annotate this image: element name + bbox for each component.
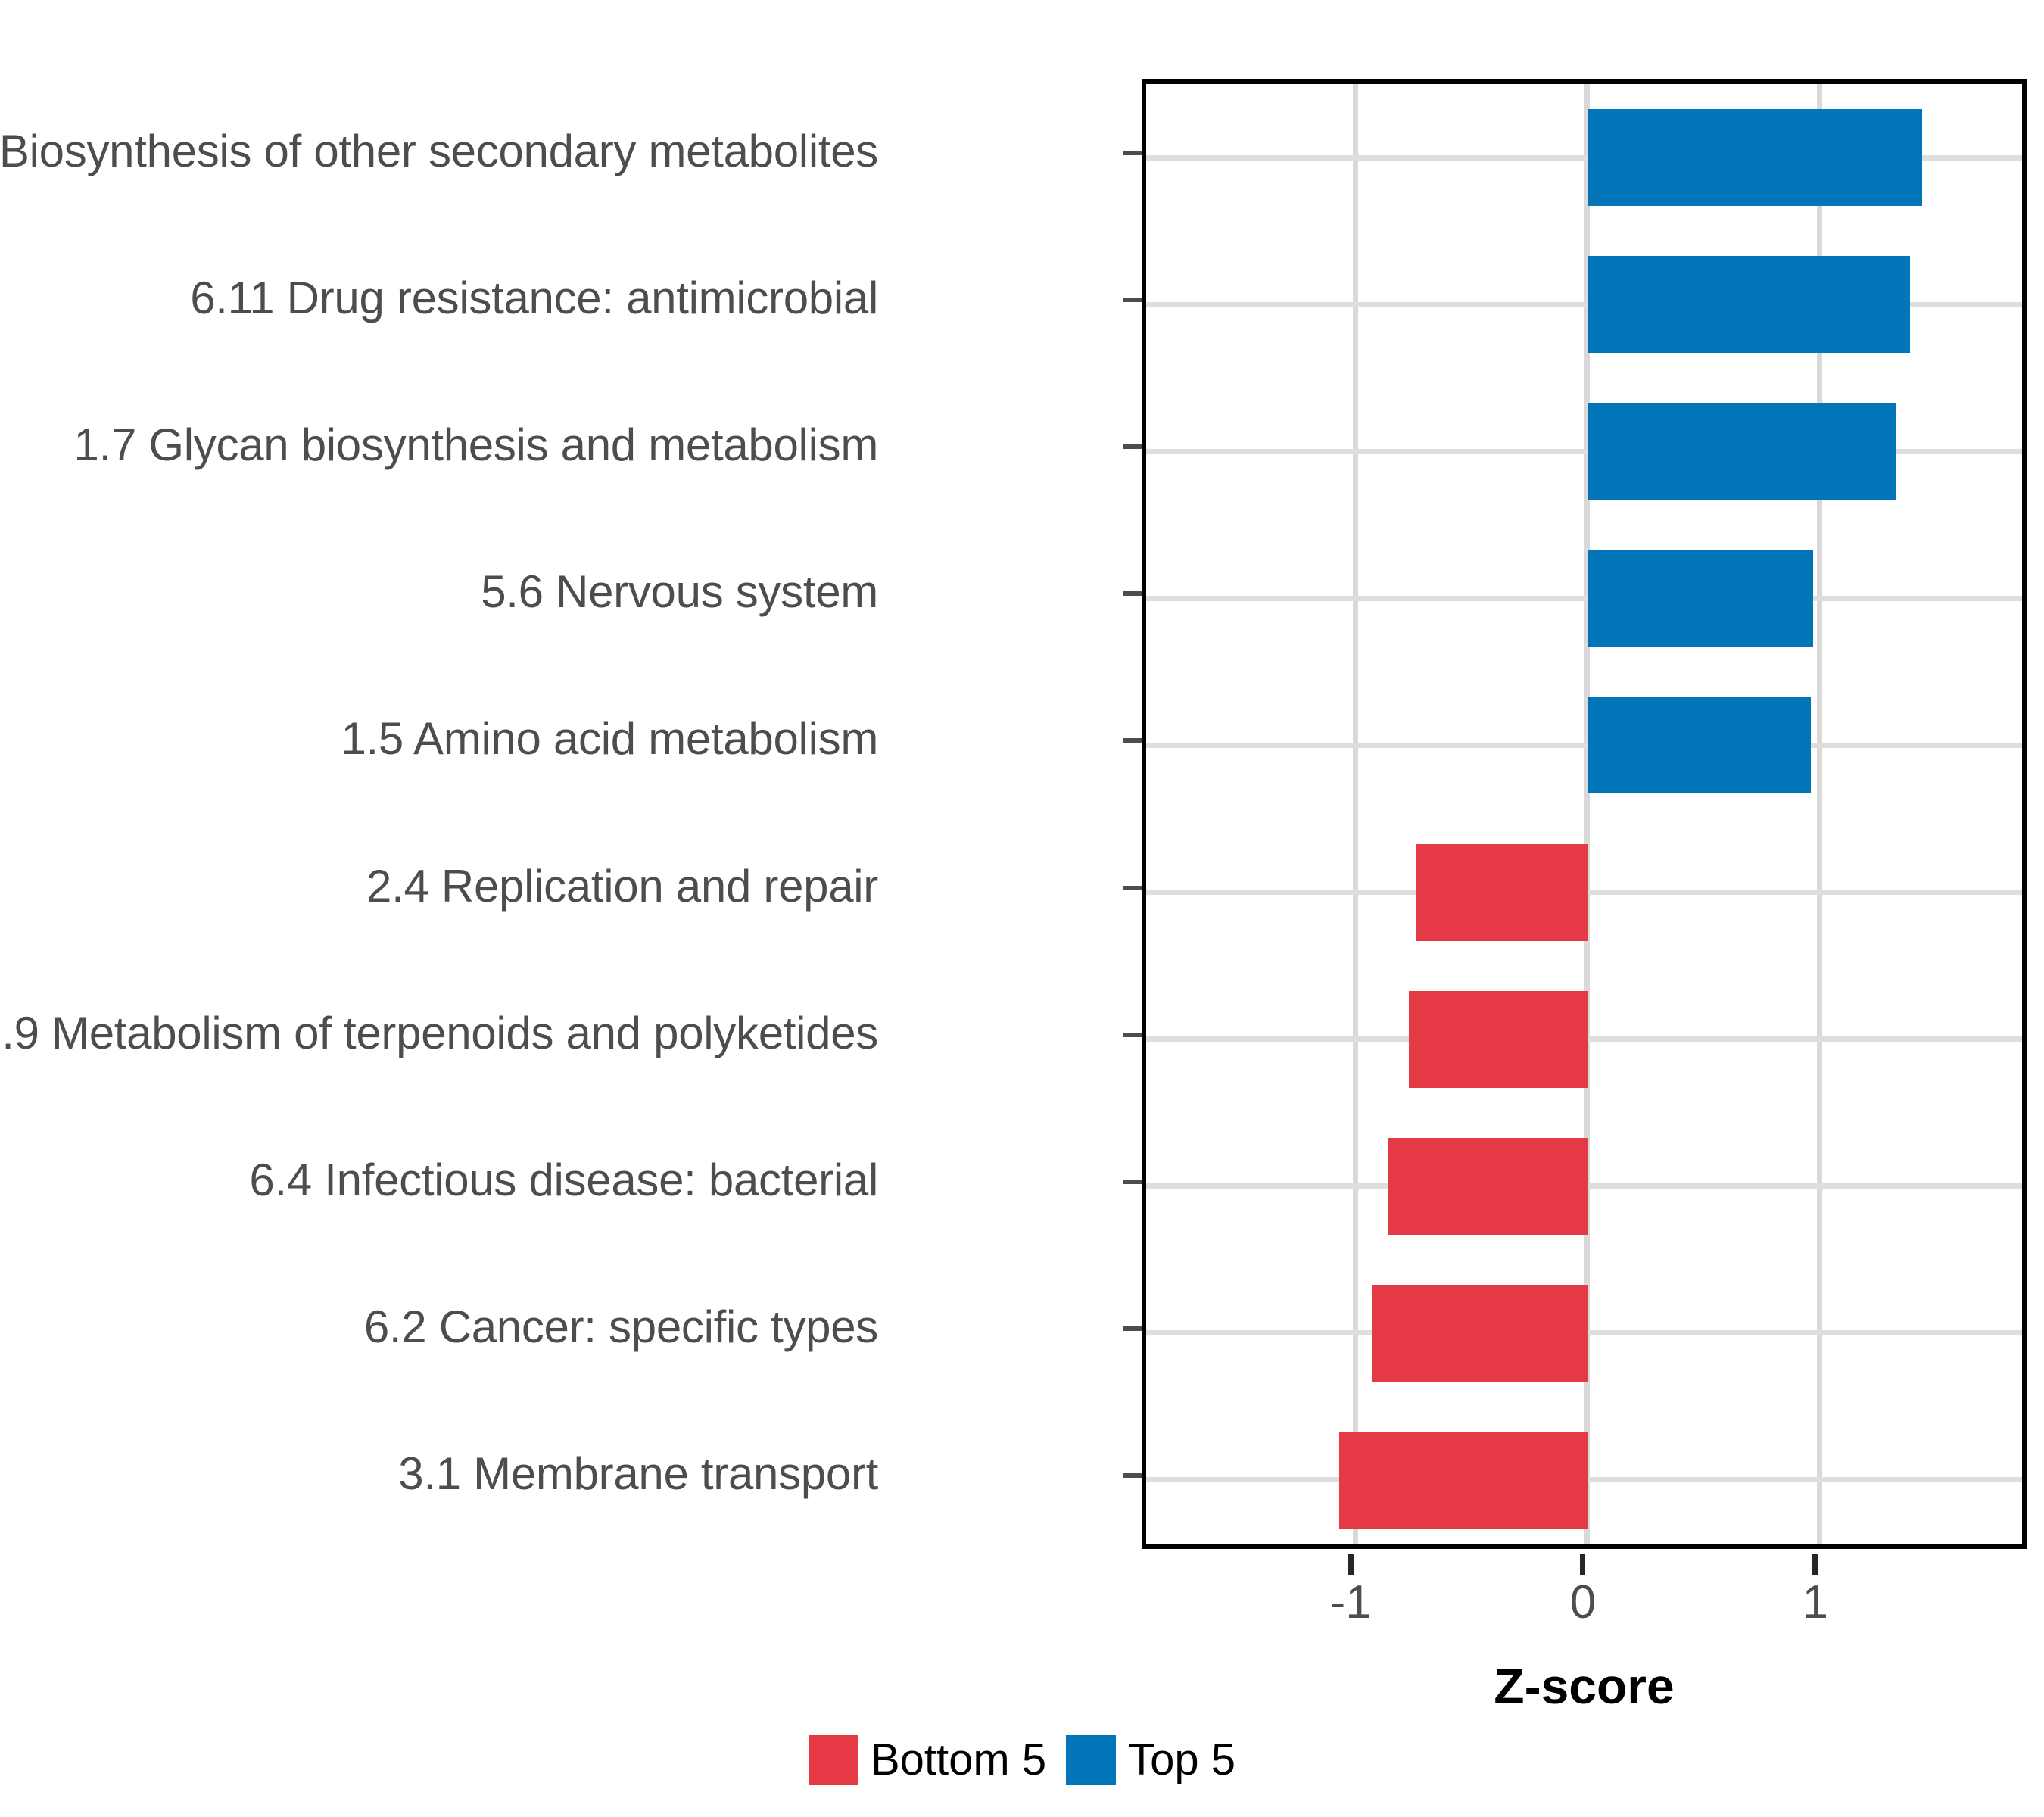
legend-item[interactable]: Bottom 5 [808, 1735, 1047, 1785]
y-axis-tick-mark [1123, 591, 1142, 597]
y-axis-tick-mark [1123, 1179, 1142, 1184]
y-axis-tick-mark [1123, 1326, 1142, 1331]
y-axis-label: 3.1 Membrane transport [398, 1448, 878, 1499]
y-axis-tick-mark [1123, 1473, 1142, 1478]
vertical-gridline-1 [1584, 84, 1591, 1544]
y-axis-label: 1.10 Biosynthesis of other secondary met… [0, 126, 878, 177]
bar[interactable] [1587, 403, 1897, 500]
y-axis-label: 1.9 Metabolism of terpenoids and polyket… [0, 1007, 878, 1058]
legend-label: Top 5 [1128, 1735, 1235, 1784]
bar[interactable] [1587, 256, 1911, 354]
horizontal-gridline-0 [1146, 154, 2022, 161]
y-axis-label: 2.4 Replication and repair [366, 860, 878, 912]
y-axis-label: 6.2 Cancer: specific types [363, 1301, 878, 1352]
x-axis-tick-label: 1 [1802, 1576, 1829, 1628]
y-axis-tick-mark [1123, 151, 1142, 156]
y-axis-label: 1.7 Glycan biosynthesis and metabolism [73, 419, 879, 471]
plot-panel [1142, 79, 2027, 1549]
bar[interactable] [1371, 1284, 1588, 1382]
bar[interactable] [1587, 109, 1922, 207]
horizontal-gridline-4 [1146, 742, 2022, 748]
legend: Bottom 5 Top 5 [0, 1735, 2044, 1785]
legend-item[interactable]: Top 5 [1066, 1735, 1235, 1785]
vertical-gridline-0 [1352, 84, 1358, 1544]
x-axis-tick-label: 0 [1569, 1576, 1597, 1628]
vertical-gridline-2 [1817, 84, 1823, 1544]
bar[interactable] [1388, 1137, 1588, 1235]
x-axis-tick-label: -1 [1329, 1576, 1372, 1628]
legend-swatch-icon [1066, 1735, 1117, 1785]
bar[interactable] [1587, 550, 1813, 647]
legend-label: Bottom 5 [870, 1735, 1047, 1784]
y-axis-label: 1.5 Amino acid metabolism [341, 713, 878, 765]
horizontal-gridline-2 [1146, 448, 2022, 454]
bar[interactable] [1338, 1431, 1588, 1529]
bar[interactable] [1408, 990, 1588, 1088]
y-axis-tick-mark [1123, 444, 1142, 450]
bar[interactable] [1415, 843, 1588, 941]
x-axis-title: Z-score [1494, 1658, 1675, 1714]
y-axis-label: 6.11 Drug resistance: antimicrobial [190, 273, 878, 324]
y-axis-label: 5.6 Nervous system [481, 566, 878, 618]
x-axis-tick-mark-2 [1812, 1554, 1818, 1575]
x-axis-tick-mark-1 [1580, 1554, 1586, 1575]
y-axis-tick-mark [1123, 738, 1142, 743]
horizontal-gridline-1 [1146, 301, 2022, 307]
y-axis-label: 6.4 Infectious disease: bacterial [249, 1154, 878, 1205]
bar[interactable] [1587, 697, 1811, 794]
y-axis-tick-mark [1123, 298, 1142, 303]
horizontal-gridline-3 [1146, 595, 2022, 601]
x-axis-tick-mark-0 [1348, 1554, 1354, 1575]
legend-swatch-icon [808, 1735, 858, 1785]
y-axis-tick-mark [1123, 1032, 1142, 1037]
y-axis-tick-mark [1123, 885, 1142, 890]
